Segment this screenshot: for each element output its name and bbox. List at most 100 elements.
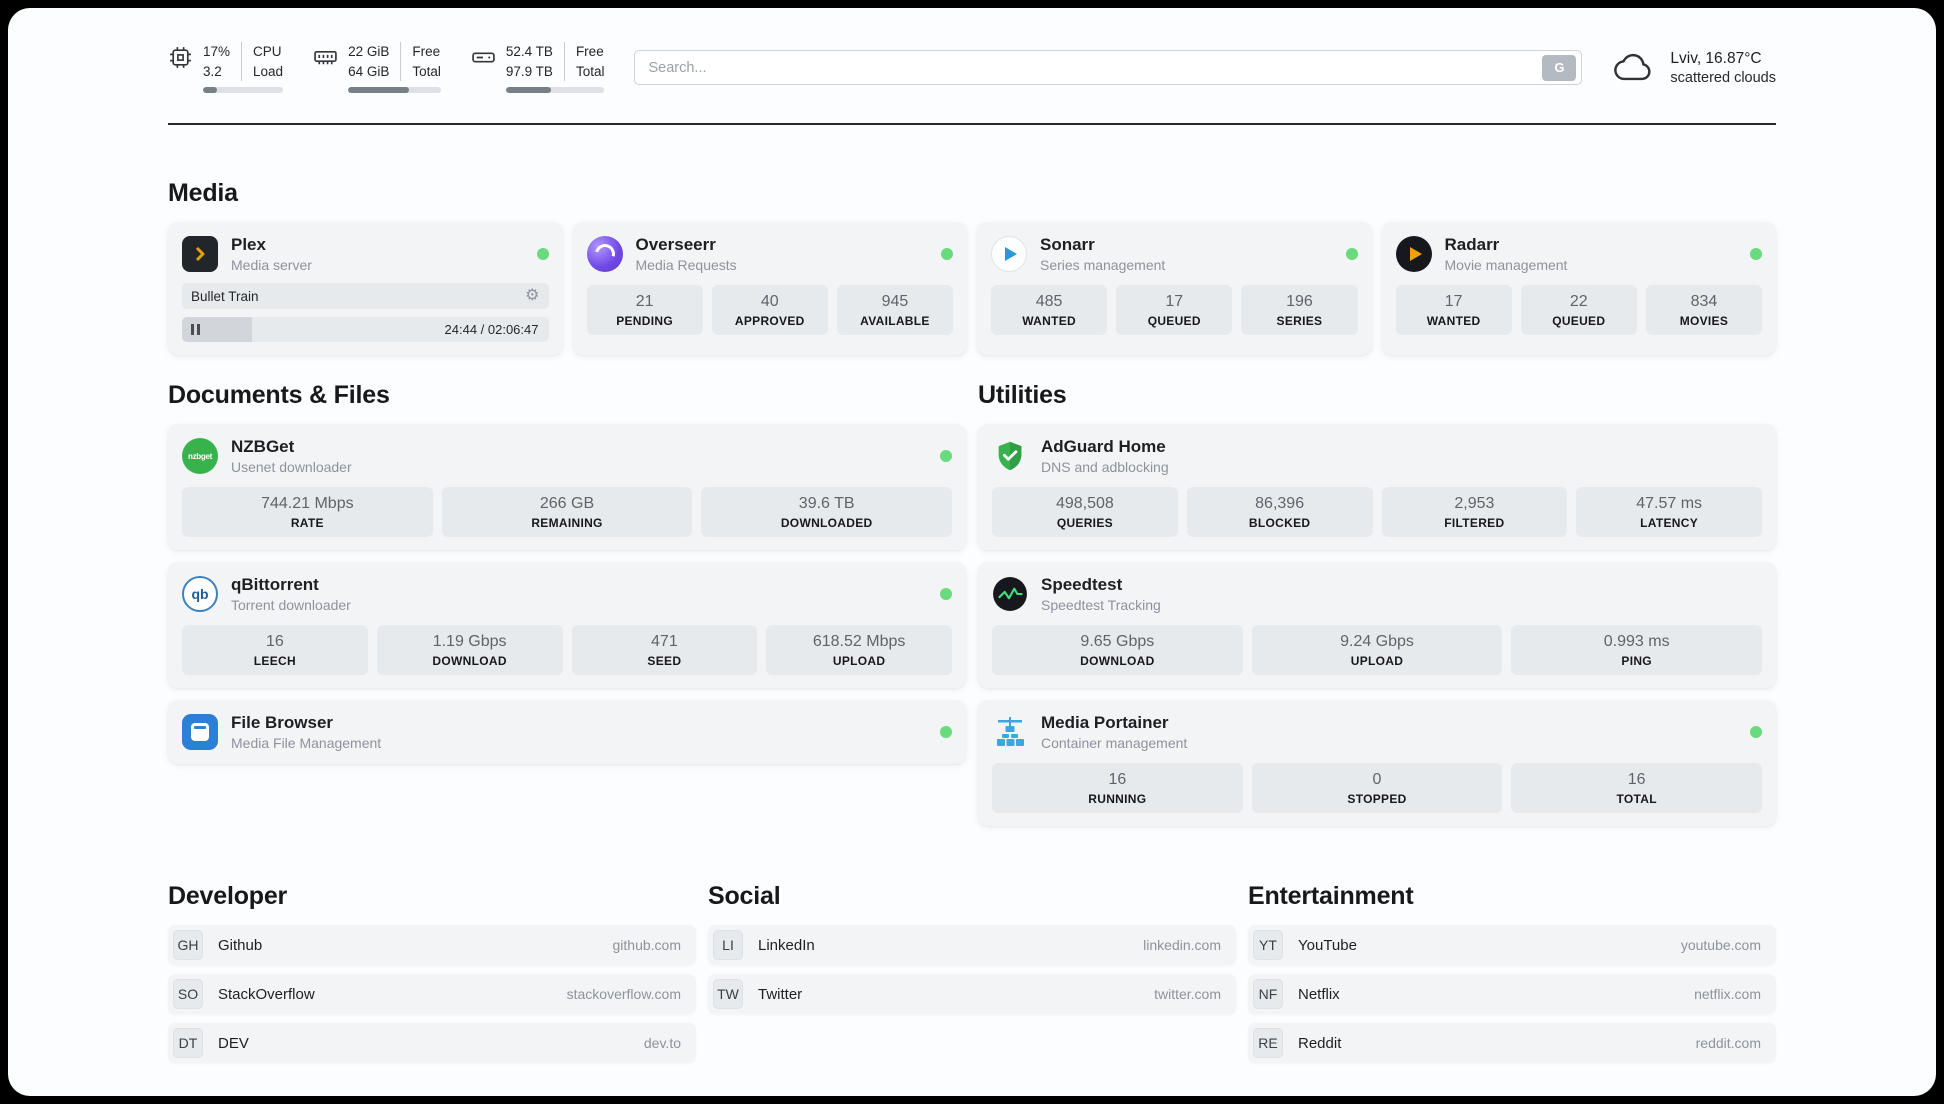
- weather-widget: Lviv, 16.87°C scattered clouds: [1612, 50, 1776, 86]
- disk-total-value: 97.9 TB: [505, 63, 553, 79]
- stat-label: STOPPED: [1347, 792, 1407, 807]
- stat-pending: 21 PENDING: [586, 285, 703, 336]
- search-engine-button[interactable]: G: [1542, 54, 1577, 81]
- bookmark-name: Reddit: [1298, 1034, 1342, 1052]
- app-name: Plex: [231, 235, 266, 255]
- stat-label: APPROVED: [734, 314, 805, 329]
- stat-value: 2,953: [1454, 495, 1495, 513]
- app-name: qBittorrent: [231, 575, 319, 595]
- stat-wanted: 17 WANTED: [1395, 285, 1512, 336]
- stat-blocked: 86,396 BLOCKED: [1186, 487, 1373, 538]
- bookmark-dev[interactable]: DT DEV dev.to: [168, 1023, 696, 1064]
- app-card-adguard[interactable]: AdGuard Home DNS and adblocking 498,508 Q…: [978, 424, 1776, 551]
- search-bar[interactable]: G: [634, 50, 1583, 86]
- stat-label: AVAILABLE: [860, 314, 930, 329]
- stat-value: 22: [1569, 293, 1588, 311]
- bookmark-reddit[interactable]: RE Reddit reddit.com: [1248, 1023, 1776, 1064]
- stat-label: PENDING: [616, 314, 673, 329]
- ram-icon: [314, 50, 337, 65]
- ram-widget: 22 GiB 64 GiB Free Total: [313, 42, 441, 94]
- adguard-stats: 498,508 QUERIES 86,396 BLOCKED 2,953 FILTERED…: [992, 487, 1762, 538]
- stat-value: 39.6 TB: [798, 495, 855, 513]
- app-card-filebrowser[interactable]: File Browser Media File Management: [168, 700, 966, 765]
- stat-value: 9.24 Gbps: [1340, 633, 1414, 651]
- speedtest-stats: 9.65 Gbps DOWNLOAD 9.24 Gbps UPLOAD 0.993 ms…: [992, 625, 1763, 676]
- bookmark-stackoverflow[interactable]: SO StackOverflow stackoverflow.com: [168, 974, 696, 1015]
- stat-label: QUEUED: [1552, 314, 1606, 329]
- section-title-utilities: Utilities: [978, 381, 1067, 410]
- section-title-social: Social: [708, 882, 781, 911]
- app-name: Media Portainer: [1041, 713, 1169, 733]
- disk-widget: 52.4 TB 97.9 TB Free Total: [471, 42, 605, 94]
- bookmark-netflix[interactable]: NF Netflix netflix.com: [1248, 974, 1776, 1015]
- stat-label: REMAINING: [531, 516, 603, 531]
- app-card-speedtest[interactable]: Speedtest Speedtest Tracking 9.65 Gbps DO…: [978, 562, 1776, 689]
- stat-value: 40: [760, 293, 779, 311]
- stat-value: 0.993 ms: [1603, 633, 1670, 651]
- app-card-qbittorrent[interactable]: qb qBittorrent Torrent downloader 16 LEEC…: [168, 562, 966, 689]
- stat-label: UPLOAD: [1350, 654, 1404, 669]
- gear-icon[interactable]: ⚙: [525, 287, 540, 305]
- stat-value: 16: [265, 633, 284, 651]
- stat-wanted: 485 WANTED: [991, 285, 1108, 336]
- app-card-portainer[interactable]: Media Portainer Container management 16 R…: [978, 700, 1776, 827]
- cpu-widget: 17% 3.2 CPU Load: [168, 42, 284, 94]
- app-card-sonarr[interactable]: Sonarr Series management 485 WANTED 17 QUEU…: [977, 222, 1372, 356]
- adguard-icon: [992, 438, 1028, 474]
- bookmark-domain: twitter.com: [1154, 986, 1221, 1003]
- stat-value: 0: [1372, 771, 1382, 789]
- nzbget-icon: nzbget: [182, 438, 218, 475]
- stat-value: 86,396: [1255, 495, 1305, 513]
- vertical-divider: [563, 42, 565, 82]
- stat-label: DOWNLOAD: [1080, 654, 1155, 669]
- bookmark-linkedin[interactable]: LI LinkedIn linkedin.com: [708, 925, 1236, 966]
- stat-value: 498,508: [1055, 495, 1114, 513]
- cpu-icon: [170, 47, 191, 68]
- stat-downloaded: 39.6 TB DOWNLOADED: [701, 487, 953, 538]
- app-card-nzbget[interactable]: nzbget NZBGet Usenet downloader 744.21 M…: [168, 424, 966, 551]
- app-subtitle: Media File Management: [231, 735, 382, 752]
- sonarr-stats: 485 WANTED 17 QUEUED 196 SERIES: [991, 285, 1358, 336]
- developer-bookmarks: GH Github github.com SO StackOverflow stackov…: [168, 925, 696, 1064]
- ram-label-bottom: Total: [412, 63, 441, 79]
- stat-queued: 22 QUEUED: [1520, 285, 1637, 336]
- bookmark-domain: netflix.com: [1694, 986, 1761, 1003]
- bookmark-youtube[interactable]: YT YouTube youtube.com: [1248, 925, 1776, 966]
- stat-value: 471: [651, 633, 678, 651]
- stat-ping: 0.993 ms PING: [1511, 625, 1763, 676]
- bookmark-domain: stackoverflow.com: [566, 986, 681, 1003]
- stat-filtered: 2,953 FILTERED: [1381, 487, 1568, 538]
- stat-label: QUERIES: [1056, 516, 1113, 531]
- ram-progress-fill: [348, 87, 410, 94]
- stat-value: 21: [635, 293, 654, 311]
- bookmark-name: Github: [218, 936, 263, 954]
- stat-available: 945 AVAILABLE: [836, 285, 954, 336]
- cloud-icon: [1614, 53, 1651, 80]
- stat-upload: 9.24 Gbps UPLOAD: [1251, 625, 1503, 676]
- app-subtitle: Movie management: [1444, 257, 1568, 274]
- radarr-stats: 17 WANTED 22 QUEUED 834 MOVIES: [1395, 285, 1763, 336]
- player-progress[interactable]: 24:44 / 02:06:47: [182, 317, 549, 343]
- app-subtitle: DNS and adblocking: [1041, 459, 1169, 476]
- bookmark-twitter[interactable]: TW Twitter twitter.com: [708, 974, 1236, 1015]
- weather-location: Lviv, 16.87°C: [1670, 49, 1762, 67]
- bookmark-name: Netflix: [1298, 985, 1340, 1003]
- bookmark-github[interactable]: GH Github github.com: [168, 925, 696, 966]
- app-subtitle: Torrent downloader: [231, 597, 351, 614]
- ram-free-value: 22 GiB: [348, 44, 390, 59]
- qbittorrent-icon-text: qb: [191, 586, 209, 603]
- cpu-label-bottom: Load: [253, 63, 284, 79]
- section-title-developer: Developer: [168, 882, 288, 911]
- disk-label-bottom: Total: [575, 63, 605, 79]
- app-card-plex[interactable]: Plex Media server Bullet Train ⚙ 24:44 /…: [168, 222, 563, 356]
- cpu-percent: 17%: [203, 44, 231, 59]
- bookmark-abbr: TW: [713, 979, 743, 1010]
- pause-icon[interactable]: [191, 324, 200, 336]
- search-input[interactable]: [648, 59, 1543, 76]
- qbittorrent-stats: 16 LEECH 1.19 Gbps DOWNLOAD 471 SEED 618.52 Mb…: [182, 625, 952, 676]
- stat-label: SEED: [647, 654, 682, 669]
- app-card-overseerr[interactable]: Overseerr Media Requests 21 PENDING 40 APPR…: [572, 222, 967, 356]
- system-resources: 17% 3.2 CPU Load: [168, 42, 605, 94]
- app-card-radarr[interactable]: Radarr Movie management 17 WANTED 22 QUEUED…: [1381, 222, 1776, 356]
- stat-value: 618.52 Mbps: [812, 633, 906, 651]
